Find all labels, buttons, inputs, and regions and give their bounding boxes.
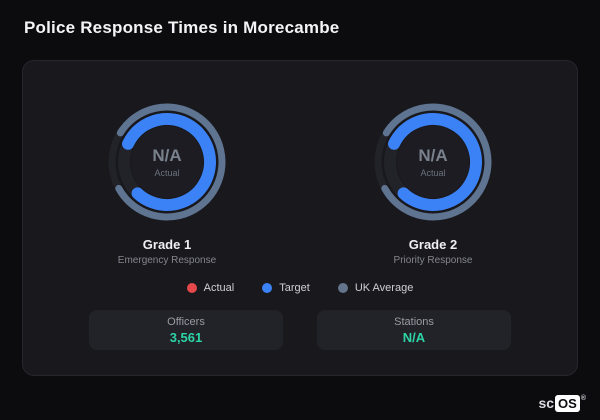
uk-average-legend-dot-icon — [337, 283, 348, 293]
actual-legend-dot-icon — [186, 283, 197, 293]
gauge-ring: N/A Actual — [102, 97, 232, 227]
gauge-grade-1: N/A Actual Grade 1 Emergency Response — [47, 97, 287, 266]
stat-value: 3,561 — [169, 329, 203, 345]
gauge-subtitle: Emergency Response — [117, 255, 217, 266]
legend-item-uk-average[interactable]: UK Average — [337, 282, 414, 294]
legend-label: Target — [279, 282, 310, 294]
gauge-center: N/A Actual — [368, 97, 498, 227]
gauge-inner-disc — [131, 126, 203, 198]
dashboard-card: N/A Actual Grade 1 Emergency Response N/… — [22, 60, 578, 376]
gauge-title: Grade 2 — [408, 237, 458, 252]
gauge-center-label: Actual — [420, 168, 446, 178]
officers-stat-box: Officers 3,561 — [89, 310, 283, 350]
registered-mark: ® — [580, 395, 586, 402]
gauge-inner-disc — [397, 126, 469, 198]
stats-row: Officers 3,561 Stations N/A — [23, 310, 577, 350]
stat-value: N/A — [402, 329, 426, 345]
stat-label: Officers — [167, 315, 205, 328]
logo-prefix: sc — [538, 395, 555, 411]
uk-average-arc — [108, 103, 226, 221]
chart-legend: Actual Target UK Average — [23, 282, 577, 294]
legend-label: Actual — [203, 282, 235, 294]
page-title: Police Response Times in Morecambe — [24, 18, 340, 37]
stat-label: Stations — [394, 315, 434, 328]
gauge-center-value: N/A — [418, 146, 448, 165]
gauge-chart — [374, 103, 492, 221]
logo-badge: OS — [555, 395, 580, 412]
target-arc — [118, 113, 216, 211]
legend-item-actual[interactable]: Actual — [186, 282, 235, 294]
legend-label: UK Average — [354, 282, 414, 294]
gauge-grade-2: N/A Actual Grade 2 Priority Response — [313, 97, 553, 266]
stations-stat-box: Stations N/A — [317, 310, 511, 350]
gauge-subtitle: Priority Response — [393, 255, 473, 266]
gauge-title: Grade 1 — [142, 237, 192, 252]
gauge-chart — [108, 103, 226, 221]
scos-logo: sc OS ® — [538, 395, 586, 412]
uk-average-arc — [374, 103, 492, 221]
target-arc — [384, 113, 483, 211]
legend-item-target[interactable]: Target — [262, 282, 310, 294]
target-legend-dot-icon — [262, 283, 273, 293]
gauge-center: N/A Actual — [102, 97, 232, 227]
gauge-center-label: Actual — [154, 168, 180, 178]
gauge-center-value: N/A — [152, 146, 182, 165]
gauge-ring: N/A Actual — [368, 97, 498, 227]
gauges-row: N/A Actual Grade 1 Emergency Response N/… — [23, 97, 577, 266]
